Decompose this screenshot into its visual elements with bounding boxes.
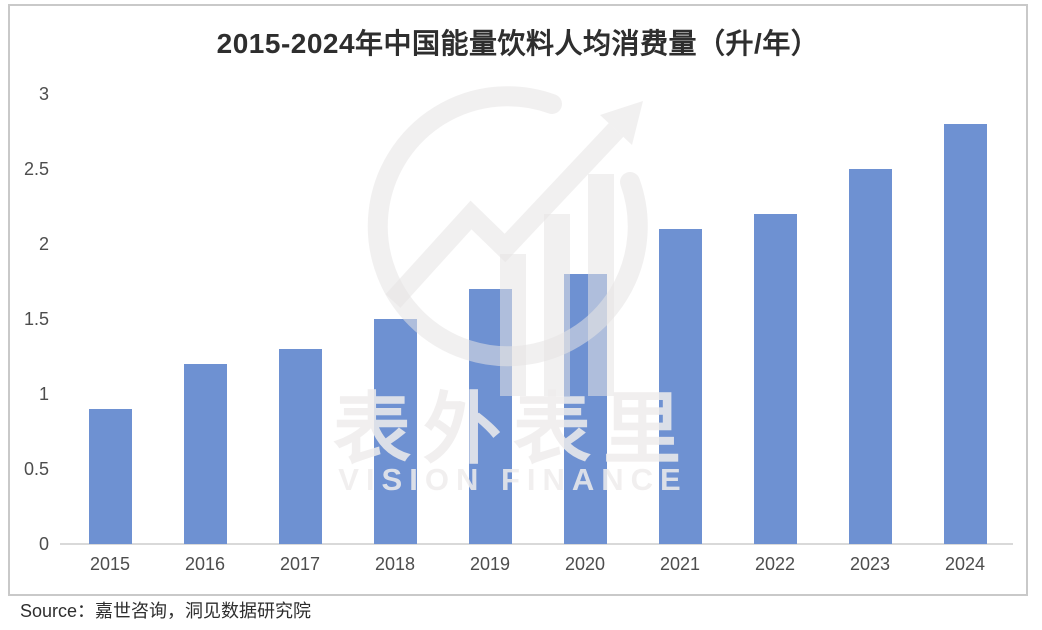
chart-title: 2015-2024年中国能量饮料人均消费量（升/年） — [216, 28, 820, 59]
bar-2015 — [88, 409, 132, 544]
y-tick-label-1.5: 1.5 — [23, 309, 49, 329]
y-tick-label-2: 2 — [38, 234, 49, 254]
bar-2022 — [753, 214, 797, 544]
bar-2024 — [943, 124, 987, 544]
bar-2020 — [563, 274, 607, 544]
x-tick-label-2016: 2016 — [184, 554, 226, 574]
y-tick-label-0: 0 — [38, 534, 49, 554]
x-tick-label-2018: 2018 — [374, 554, 416, 574]
bar-2017 — [278, 349, 322, 544]
y-tick-label-0.5: 0.5 — [23, 459, 49, 479]
source-note: Source：嘉世咨询，洞见数据研究院 — [20, 601, 312, 621]
bar-2019 — [468, 289, 512, 544]
bar-2023 — [848, 169, 892, 544]
x-axis-line — [60, 543, 1013, 545]
x-tick-label-2019: 2019 — [469, 554, 511, 574]
bar-2018 — [373, 319, 417, 544]
y-tick-label-3: 3 — [38, 84, 49, 104]
x-tick-label-2022: 2022 — [754, 554, 796, 574]
y-tick-label-1: 1 — [38, 384, 49, 404]
x-tick-label-2020: 2020 — [564, 554, 606, 574]
x-tick-label-2015: 2015 — [89, 554, 131, 574]
x-tick-label-2021: 2021 — [659, 554, 701, 574]
chart-panel: 2015-2024年中国能量饮料人均消费量（升/年） 0 0.5 1 1.5 2 2.5 3… — [8, 4, 1028, 596]
y-tick-label-2.5: 2.5 — [23, 159, 49, 179]
x-tick-label-2023: 2023 — [849, 554, 891, 574]
plot-area: 0 0.5 1 1.5 2 2.5 3 2015 2016 2017 2018 2019 2020 202… — [10, 6, 1026, 594]
bar-2016 — [183, 364, 227, 544]
x-tick-label-2024: 2024 — [944, 554, 986, 574]
x-tick-label-2017: 2017 — [279, 554, 321, 574]
bar-2021 — [658, 229, 702, 544]
